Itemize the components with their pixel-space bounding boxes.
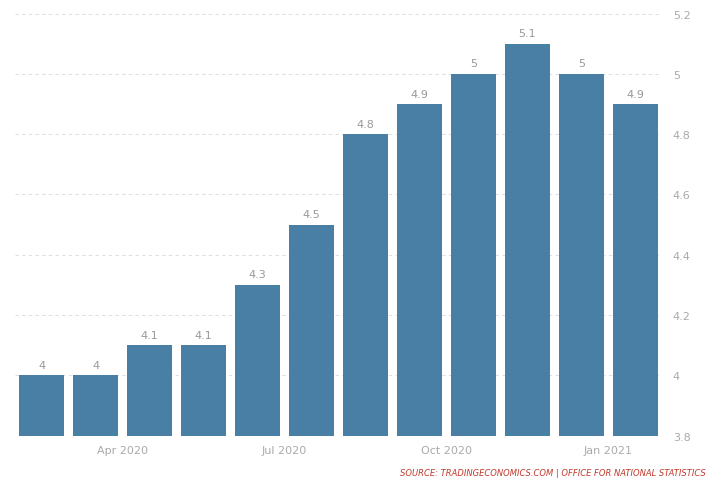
Bar <box>451 75 496 484</box>
Bar <box>235 285 280 484</box>
Bar <box>505 45 550 484</box>
Bar <box>181 346 226 484</box>
Text: 5.1: 5.1 <box>518 29 537 39</box>
Bar <box>397 105 442 484</box>
Bar <box>74 376 118 484</box>
Text: 4.1: 4.1 <box>141 330 159 340</box>
Text: 5: 5 <box>470 59 477 69</box>
Bar <box>20 376 63 484</box>
Text: 4: 4 <box>92 360 99 370</box>
Text: 5: 5 <box>578 59 585 69</box>
Text: 4.1: 4.1 <box>194 330 213 340</box>
Text: 4.9: 4.9 <box>411 90 429 99</box>
Text: 4.8: 4.8 <box>357 120 374 129</box>
Bar <box>559 75 604 484</box>
Text: SOURCE: TRADINGECONOMICS.COM | OFFICE FOR NATIONAL STATISTICS: SOURCE: TRADINGECONOMICS.COM | OFFICE FO… <box>400 468 706 477</box>
Text: 4.5: 4.5 <box>303 210 320 220</box>
Bar <box>614 105 657 484</box>
Text: 4.9: 4.9 <box>627 90 644 99</box>
Text: 4: 4 <box>38 360 45 370</box>
Text: 4.3: 4.3 <box>249 270 266 280</box>
Bar <box>290 225 333 484</box>
Bar <box>127 346 172 484</box>
Bar <box>344 135 387 484</box>
